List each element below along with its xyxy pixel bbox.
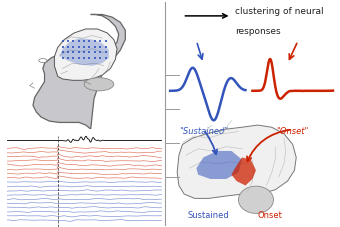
Text: Sustained: Sustained	[188, 211, 230, 220]
Polygon shape	[54, 29, 117, 80]
Polygon shape	[197, 151, 242, 179]
Text: "Onset": "Onset"	[276, 127, 309, 136]
Polygon shape	[33, 15, 125, 129]
Polygon shape	[177, 125, 296, 198]
Text: responses: responses	[235, 27, 280, 36]
Text: clustering of neural: clustering of neural	[235, 7, 324, 16]
Text: Onset: Onset	[257, 211, 283, 220]
Ellipse shape	[238, 186, 273, 213]
Text: "Sustained": "Sustained"	[179, 127, 228, 136]
Polygon shape	[59, 38, 109, 66]
Ellipse shape	[84, 78, 114, 91]
Polygon shape	[232, 158, 256, 185]
Ellipse shape	[39, 59, 47, 62]
